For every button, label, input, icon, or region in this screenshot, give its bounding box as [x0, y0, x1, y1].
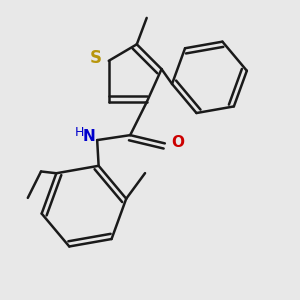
- Text: N: N: [82, 129, 95, 144]
- Text: S: S: [90, 49, 102, 67]
- Text: O: O: [171, 135, 184, 150]
- Text: H: H: [74, 126, 84, 139]
